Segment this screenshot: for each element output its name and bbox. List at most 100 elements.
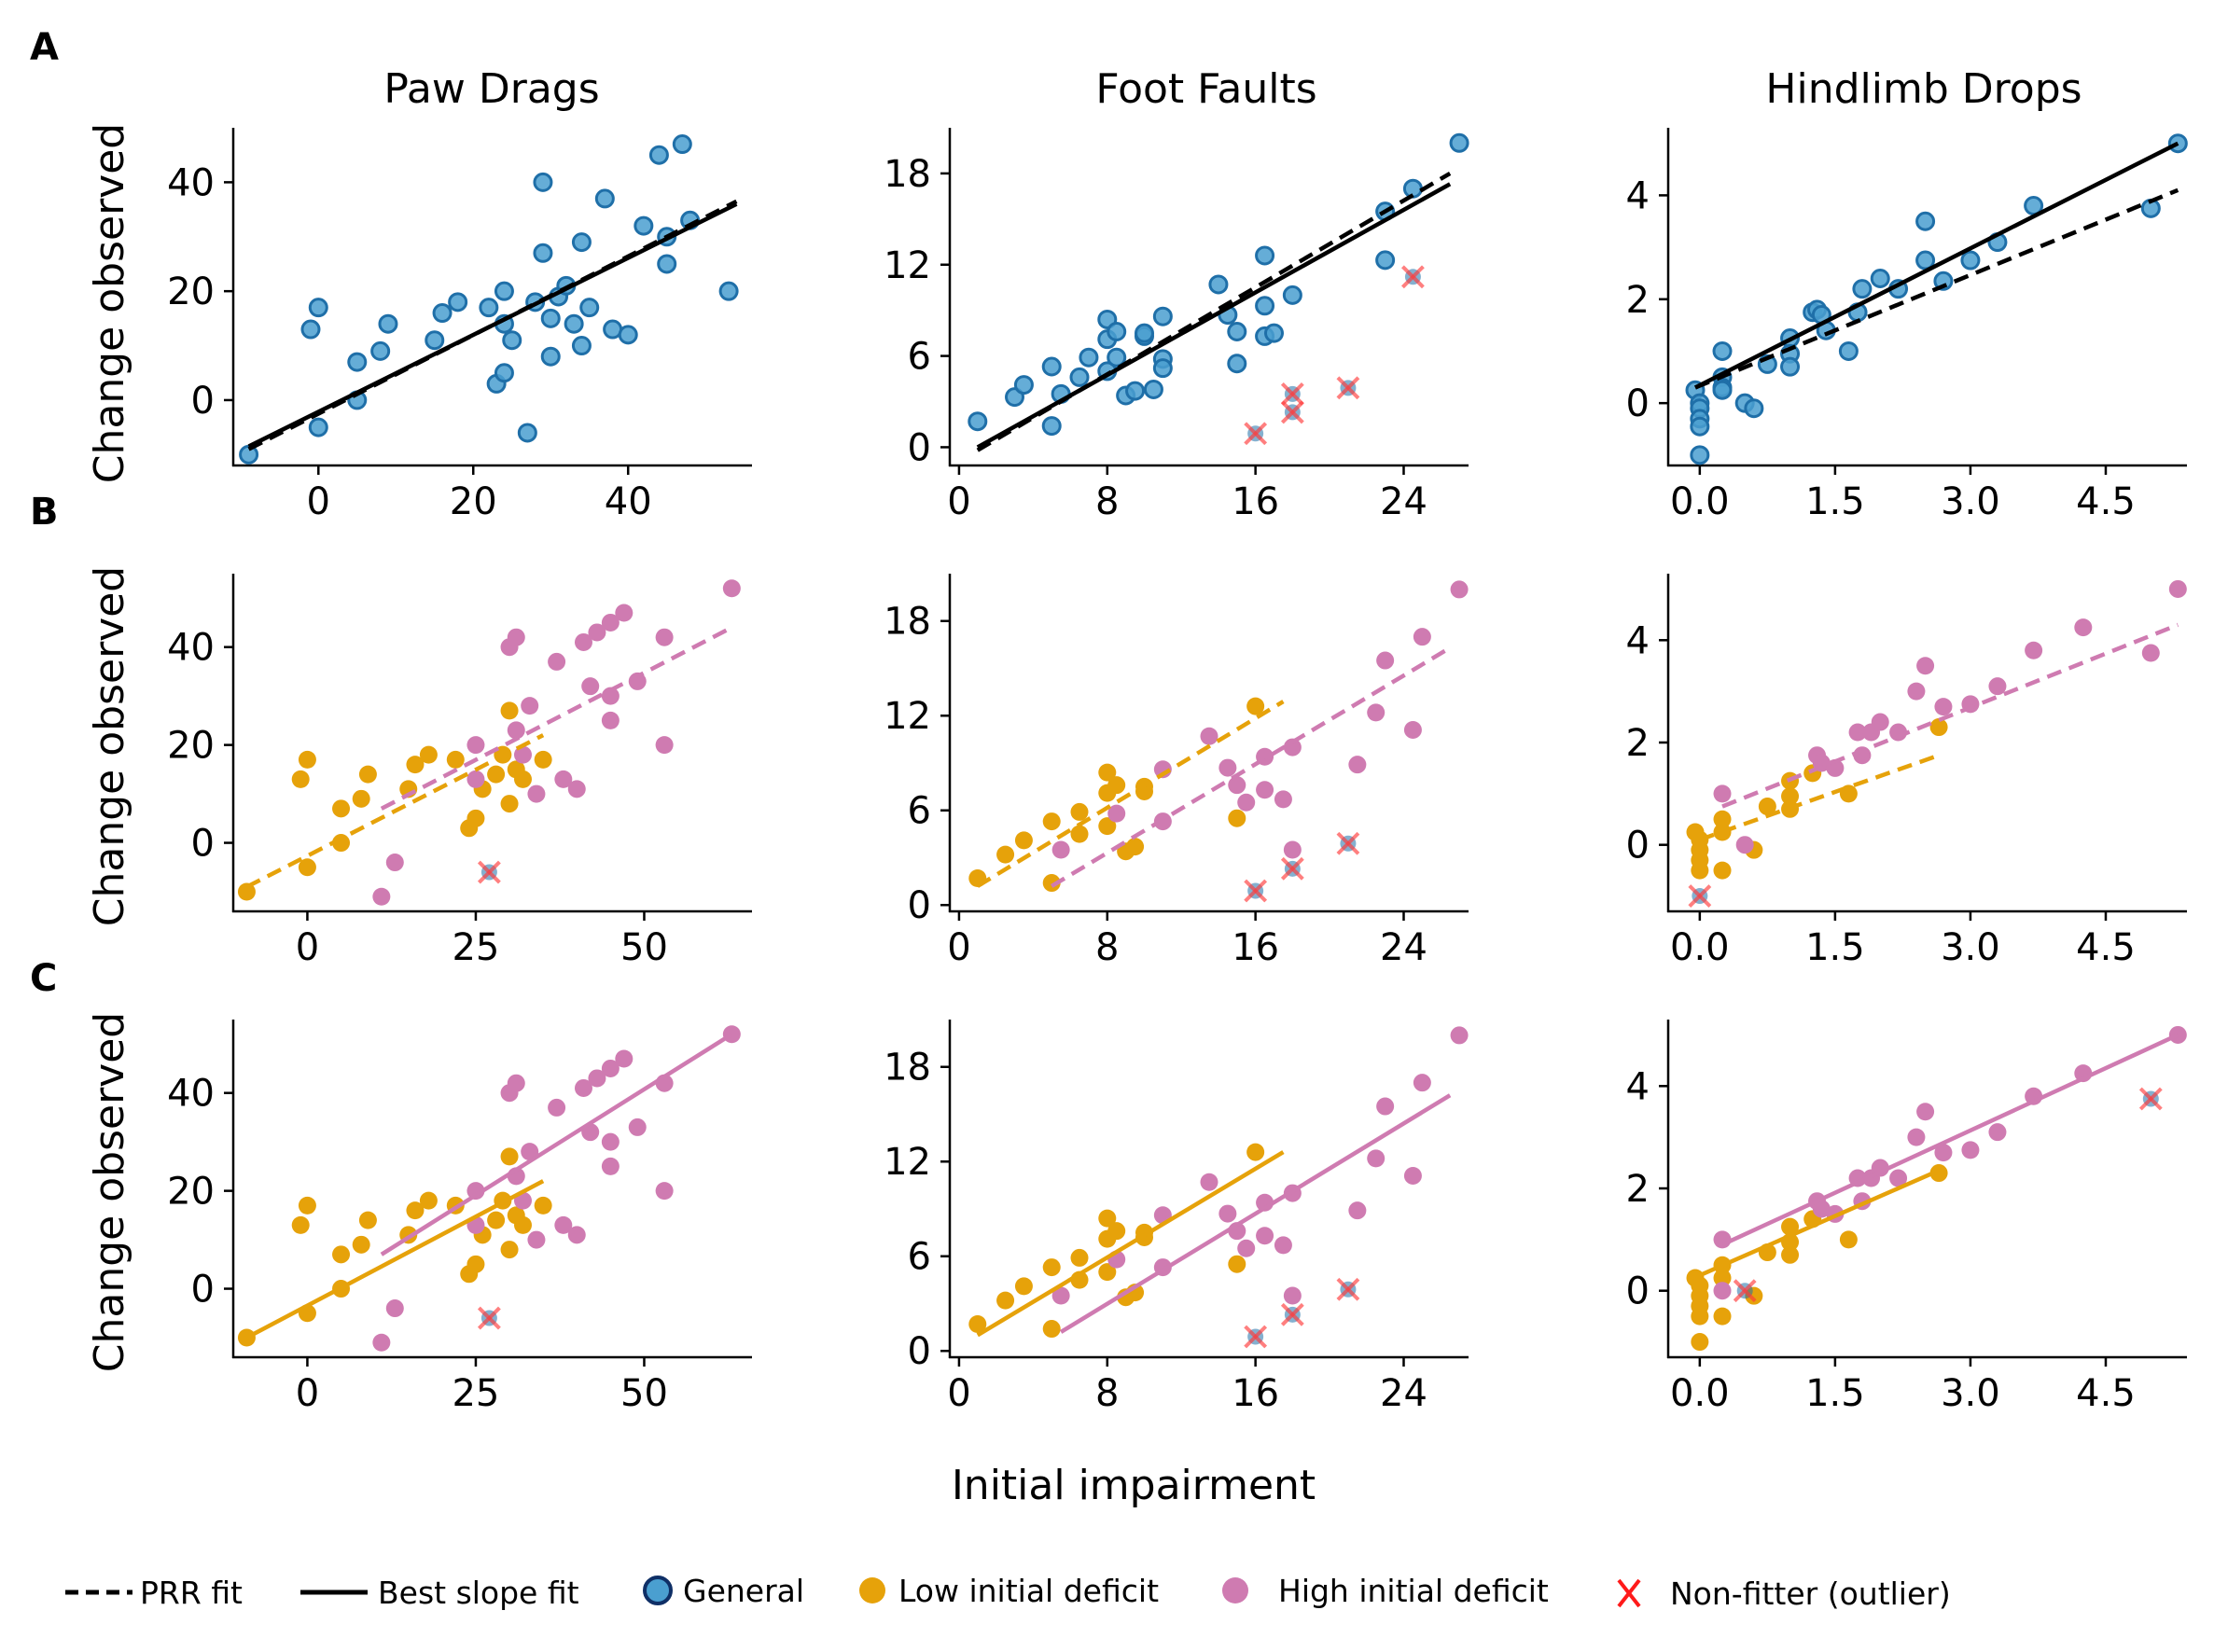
x-tick-label: 4.5: [2076, 480, 2136, 523]
outlier-cross: [1733, 1279, 1757, 1303]
data-point-high: [507, 721, 525, 740]
data-point-high: [1051, 840, 1070, 859]
best-slope-fit-line-low: [1698, 1168, 1940, 1278]
data-point-general: [648, 145, 669, 165]
data-point-general: [1107, 322, 1127, 342]
data-point-general: [533, 243, 553, 263]
data-point-high: [1367, 1149, 1385, 1168]
x-tick-label: 0.0: [1670, 926, 1730, 969]
data-point-low: [466, 809, 485, 827]
data-point-general: [347, 352, 368, 372]
data-point-general: [1013, 375, 1034, 396]
data-point-general: [448, 292, 468, 312]
data-point-high: [1735, 836, 1754, 854]
data-point-high: [1283, 840, 1302, 859]
data-point-high: [385, 854, 404, 872]
legend-low-label: Low initial deficit: [898, 1573, 1159, 1609]
y-tick-label: 4: [1626, 619, 1650, 662]
data-point-low: [500, 1241, 519, 1259]
data-point-low: [298, 750, 316, 769]
data-point-high: [588, 623, 606, 642]
data-point-high: [1988, 1123, 2007, 1142]
best-slope-fit-line-high: [1059, 1093, 1452, 1334]
x-tick-label: 0: [307, 480, 330, 523]
data-point-low: [1042, 1258, 1061, 1277]
data-point-high: [1450, 580, 1469, 599]
data-point-high: [1274, 790, 1292, 809]
data-point-high: [1403, 1166, 1422, 1185]
data-point-low: [1713, 1269, 1732, 1287]
data-point-high: [548, 1098, 566, 1117]
x-tick-label: 0: [947, 926, 970, 969]
x-tick-label: 40: [605, 480, 652, 523]
y-tick-label: 40: [167, 627, 215, 670]
y-tick-label: 0: [191, 1269, 215, 1312]
data-point-general: [1152, 306, 1173, 326]
data-point-high: [521, 697, 539, 715]
data-point-low: [1126, 838, 1145, 856]
legend-prr-label: PRR fit: [140, 1575, 243, 1611]
outlier-cross: [477, 860, 501, 884]
data-point-high: [513, 745, 532, 764]
data-point-low: [1713, 861, 1732, 880]
data-point-general: [1712, 340, 1733, 361]
data-point-general: [1069, 367, 1090, 387]
data-point-low: [237, 882, 256, 901]
prr-fit-line-general: [247, 199, 738, 451]
data-point-general: [1915, 211, 1936, 231]
outlier-cross: [1336, 1277, 1360, 1301]
outlier-cross: [1244, 1325, 1268, 1349]
data-point-low: [1713, 1307, 1732, 1326]
y-axis-label-row-c: Change observed: [86, 1012, 133, 1372]
data-point-general: [432, 303, 453, 324]
data-point-general: [1282, 285, 1302, 305]
data-point-high: [548, 652, 566, 671]
data-point-general: [1375, 250, 1396, 271]
data-point-high: [1713, 1282, 1732, 1300]
data-point-low: [466, 1255, 485, 1273]
data-point-general: [1449, 132, 1469, 153]
data-point-high: [628, 1118, 647, 1136]
data-point-low: [500, 1147, 519, 1166]
data-point-low: [446, 750, 465, 769]
data-point-high: [615, 604, 634, 622]
data-point-high: [527, 1230, 546, 1249]
legend-general-label: General: [683, 1573, 804, 1609]
data-point-low: [352, 789, 370, 808]
data-point-high: [1961, 1141, 1980, 1159]
data-point-high: [1237, 1239, 1256, 1257]
data-point-high: [1848, 723, 1867, 742]
outlier-cross: [1280, 400, 1304, 424]
x-tick-label: 25: [452, 1372, 499, 1415]
panel-letter-b: B: [30, 491, 59, 534]
data-point-high: [1200, 1173, 1218, 1191]
data-point-general: [594, 188, 615, 209]
panel-a3: 0.0 1.5 3.0 4.5 0 2 4: [1626, 128, 2188, 523]
data-point-low: [1098, 1263, 1117, 1282]
outlier-cross: [1280, 382, 1304, 406]
x-tick-label: 8: [1095, 1372, 1119, 1415]
prr-fit-line-general: [976, 171, 1452, 452]
data-point-low: [1691, 1307, 1709, 1326]
best-slope-fit-line-low: [245, 1179, 545, 1340]
data-point-low: [406, 1201, 425, 1220]
data-point-high: [1826, 758, 1845, 777]
data-point-high: [1348, 756, 1367, 774]
data-point-low: [358, 765, 377, 784]
outlier-cross: [477, 1306, 501, 1330]
data-point-high: [1916, 1103, 1935, 1121]
data-point-general: [540, 308, 561, 328]
data-point-high: [1376, 1097, 1395, 1116]
outlier-cross: [1280, 1302, 1304, 1326]
data-point-high: [1274, 1236, 1292, 1255]
data-point-low: [1042, 1320, 1061, 1339]
data-point-general: [300, 319, 321, 340]
data-point-high: [601, 1157, 620, 1175]
data-point-low: [1781, 1245, 1800, 1264]
y-tick-label: 18: [884, 153, 931, 196]
data-point-high: [1237, 793, 1256, 812]
y-tick-label: 0: [908, 884, 931, 927]
data-point-high: [554, 770, 573, 788]
data-point-low: [298, 858, 316, 877]
